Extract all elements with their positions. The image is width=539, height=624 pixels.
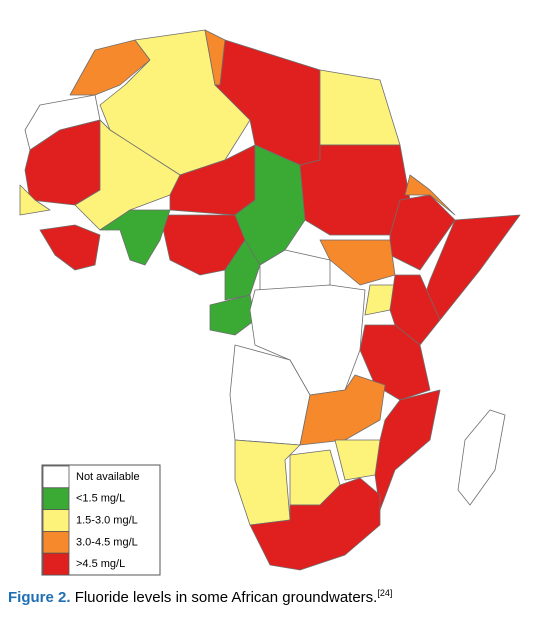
legend-swatch [42, 465, 70, 489]
country [319, 239, 396, 286]
legend-swatch [42, 487, 70, 510]
country [404, 174, 456, 216]
country [299, 374, 386, 446]
country [319, 69, 401, 146]
reference: [24] [377, 588, 393, 598]
country [299, 144, 411, 236]
country [99, 209, 171, 266]
legend-swatch [42, 531, 70, 554]
legend-label: <1.5 mg/L [76, 493, 125, 505]
countries [19, 29, 521, 571]
legend-label: Not available [76, 471, 140, 483]
legend-label: 1.5-3.0 mg/L [76, 515, 138, 527]
country [249, 477, 381, 571]
map: Not available <1.5 mg/L 1.5-3.0 mg/L 3.0-4.… [19, 29, 521, 576]
caption: Figure 2. Fluoride levels in some Africa… [8, 588, 392, 606]
legend: Not available <1.5 mg/L 1.5-3.0 mg/L 3.0-4.… [42, 465, 140, 576]
legend-label: >4.5 mg/L [76, 558, 125, 570]
country [334, 439, 381, 481]
country [19, 184, 51, 216]
legend-swatch [42, 552, 70, 576]
country [374, 389, 441, 511]
country [39, 224, 101, 271]
country [457, 409, 506, 506]
country [359, 324, 431, 401]
country [224, 239, 261, 301]
caption-text: Fluoride levels in some African groundwa… [74, 589, 378, 606]
legend-label: 3.0-4.5 mg/L [76, 536, 138, 548]
legend-swatch [42, 509, 70, 532]
figure-label: Figure 2. [8, 589, 71, 606]
country [209, 294, 256, 336]
